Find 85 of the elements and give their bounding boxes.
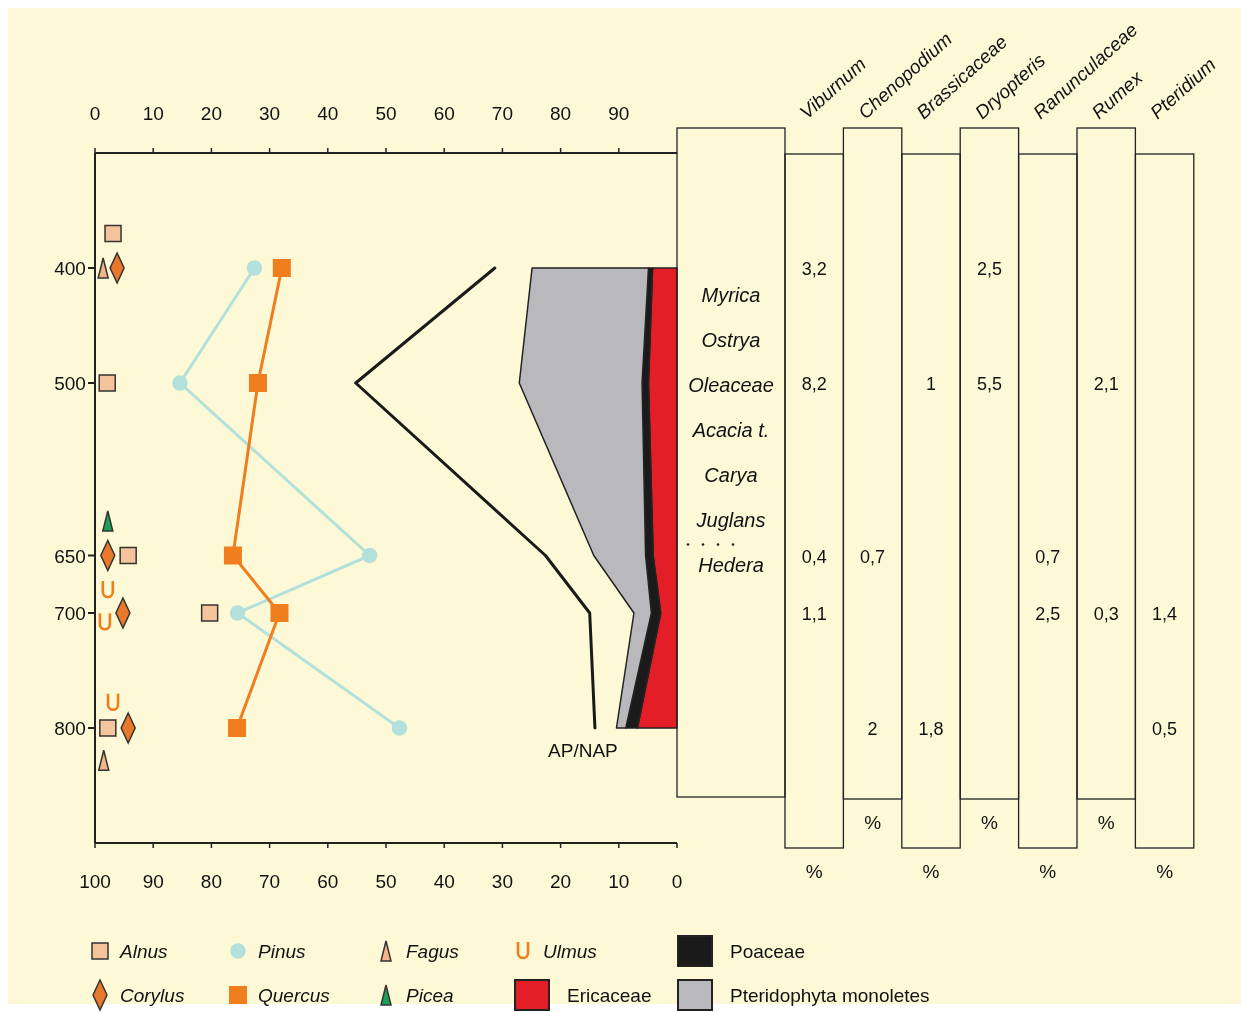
x2-tick-label: 60 bbox=[433, 103, 455, 124]
legend-label: Ericaceae bbox=[567, 985, 652, 1006]
x2-tick-label: 50 bbox=[375, 103, 397, 124]
text: % bbox=[922, 861, 940, 882]
text: Juglans bbox=[695, 509, 766, 531]
y-tick-label: 500 bbox=[54, 373, 86, 394]
x-tick-label: 90 bbox=[142, 871, 164, 892]
x2-tick-label: 30 bbox=[259, 103, 281, 124]
text: 0,4 bbox=[801, 546, 827, 567]
x-tick-label: 20 bbox=[550, 871, 572, 892]
x-tick-label: 80 bbox=[200, 871, 222, 892]
point bbox=[119, 546, 137, 565]
text: 2,5 bbox=[976, 259, 1002, 279]
text: Hedera bbox=[698, 554, 764, 576]
legend-label: Pinus bbox=[258, 941, 307, 962]
x2-tick-label: 20 bbox=[200, 103, 222, 124]
y-tick-label: 400 bbox=[54, 258, 86, 279]
legend-label: Ulmus bbox=[543, 941, 598, 962]
x-tick-label: 30 bbox=[491, 871, 513, 892]
point bbox=[98, 374, 116, 392]
text: 1,1 bbox=[801, 604, 827, 624]
point bbox=[229, 605, 246, 621]
legend-label: Poaceae bbox=[730, 941, 806, 962]
x2-tick-label: 90 bbox=[608, 103, 630, 124]
y-tick-label: 650 bbox=[54, 545, 86, 567]
x2-tick-label: 10 bbox=[142, 103, 164, 124]
text: Myrica bbox=[701, 284, 761, 306]
point bbox=[246, 260, 263, 276]
point bbox=[106, 692, 120, 711]
text: Acacia t. bbox=[691, 419, 770, 441]
x-tick-label: 50 bbox=[375, 871, 397, 892]
point bbox=[200, 604, 219, 622]
point bbox=[101, 579, 115, 599]
text: 1,8 bbox=[918, 719, 944, 739]
x-tick-label: 70 bbox=[259, 871, 281, 892]
point bbox=[104, 224, 122, 243]
text: Oleaceae bbox=[688, 374, 774, 396]
text: 1 bbox=[925, 374, 937, 394]
text: 1,4 bbox=[1152, 604, 1178, 624]
x2-tick-label: 0 bbox=[89, 103, 101, 124]
point bbox=[98, 611, 112, 631]
point bbox=[361, 547, 378, 564]
text: % bbox=[1039, 861, 1057, 882]
text: % bbox=[980, 812, 998, 833]
x-tick-label: 60 bbox=[317, 871, 339, 892]
legend-label: Corylus bbox=[120, 985, 185, 1006]
legend-label: Picea bbox=[406, 985, 454, 1006]
text: 0,7 bbox=[1035, 546, 1061, 567]
y-tick-label: 700 bbox=[54, 603, 86, 624]
point bbox=[228, 719, 247, 737]
text: 2 bbox=[867, 719, 878, 739]
legend-label: Pteridophyta monoletes bbox=[730, 985, 930, 1006]
x2-tick-label: 40 bbox=[317, 103, 339, 124]
x-tick-label: 100 bbox=[79, 871, 111, 892]
point bbox=[272, 259, 291, 277]
text: Carya bbox=[704, 464, 758, 486]
x-tick-label: 10 bbox=[608, 871, 630, 892]
legend-label: Quercus bbox=[258, 985, 331, 1006]
text: 2,1 bbox=[1093, 374, 1119, 394]
point bbox=[270, 604, 289, 622]
text: Ostrya bbox=[701, 329, 761, 351]
series-label: AP/NAP bbox=[548, 740, 618, 761]
text: % bbox=[1097, 812, 1115, 833]
x2-tick-label: 70 bbox=[491, 103, 513, 124]
point bbox=[172, 375, 188, 391]
text: % bbox=[805, 861, 823, 882]
x-tick-label: 0 bbox=[671, 871, 683, 892]
text: 0,3 bbox=[1093, 604, 1119, 624]
legend-label: Fagus bbox=[406, 941, 460, 962]
point bbox=[223, 546, 242, 565]
text: 5,5 bbox=[976, 374, 1002, 394]
legend-label: Alnus bbox=[119, 941, 169, 962]
point bbox=[248, 374, 267, 392]
point bbox=[99, 719, 117, 737]
text: 0,7 bbox=[860, 546, 886, 567]
point bbox=[391, 720, 408, 736]
text: 0,5 bbox=[1152, 719, 1178, 739]
x-tick-label: 40 bbox=[433, 871, 455, 892]
x2-tick-label: 80 bbox=[550, 103, 572, 124]
y-tick-label: 800 bbox=[54, 718, 86, 739]
text: 3,2 bbox=[801, 259, 827, 279]
text: 2,5 bbox=[1035, 604, 1061, 624]
text: 8,2 bbox=[801, 374, 827, 394]
text: % bbox=[1156, 861, 1174, 882]
text: % bbox=[864, 812, 882, 833]
